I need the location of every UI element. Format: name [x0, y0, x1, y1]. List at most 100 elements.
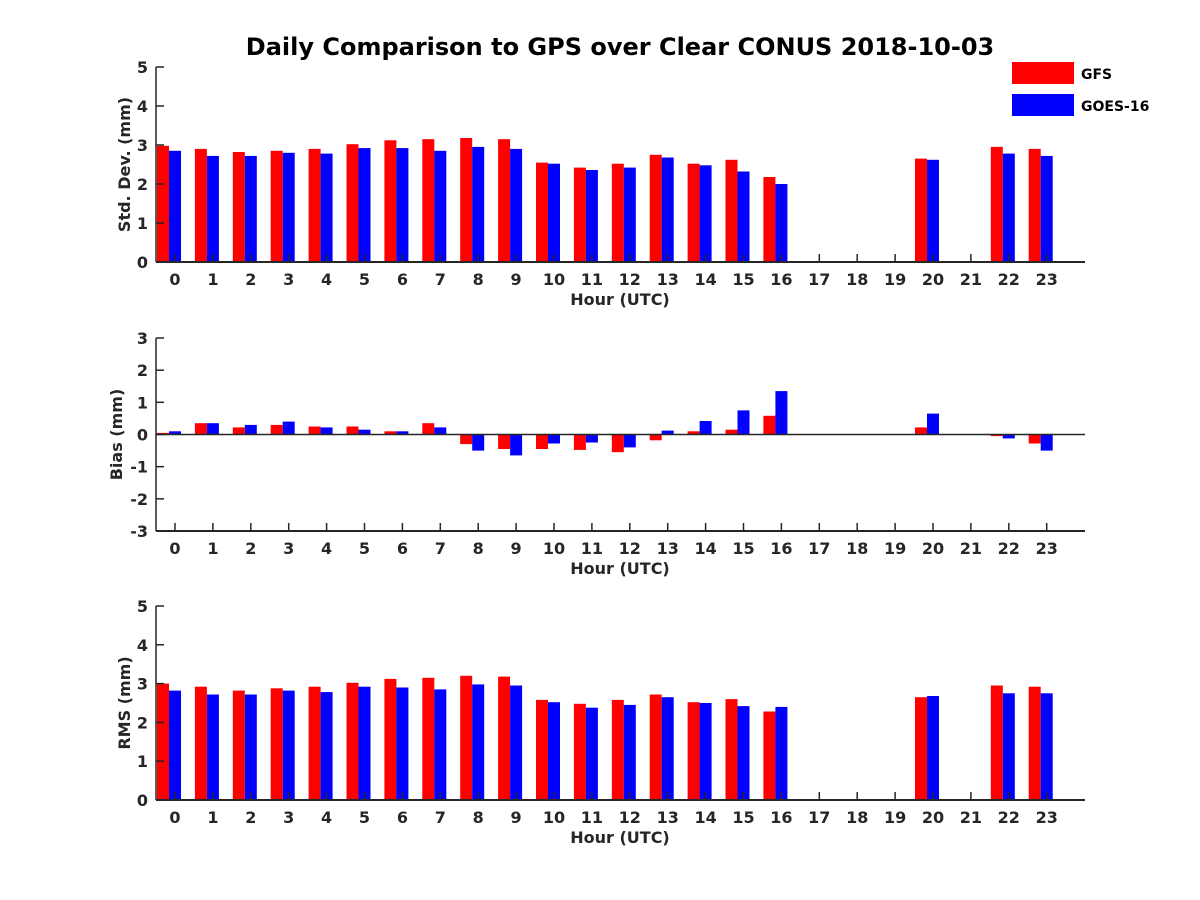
x-tick-label-panel0: 7	[435, 270, 446, 289]
x-tick-label-panel0: 8	[473, 270, 484, 289]
x-tick-label-panel1: 0	[169, 539, 180, 558]
x-tick-label-panel2: 3	[283, 808, 294, 827]
bar-gfs-panel0-hour-10	[536, 162, 548, 262]
bar-goes16-panel1-hour-22	[1002, 434, 1015, 439]
bar-goes16-panel1-hour-23	[1040, 434, 1053, 451]
bar-gfs-panel0-hour-2	[232, 152, 245, 262]
bar-gfs-panel2-hour-11	[573, 703, 586, 800]
y-tick-label-panel2: 1	[137, 752, 148, 771]
x-tick-label-panel1: 9	[511, 539, 522, 558]
x-tick-label-panel2: 16	[770, 808, 792, 827]
x-tick-label-panel1: 15	[732, 539, 754, 558]
y-axis-label-panel1: Bias (mm)	[107, 389, 126, 481]
x-tick-label-panel2: 4	[321, 808, 332, 827]
y-axis-label-panel0: Std. Dev. (mm)	[115, 97, 134, 232]
bar-gfs-panel1-hour-10	[536, 434, 548, 449]
bar-gfs-panel1-hour-1	[194, 423, 207, 435]
bar-goes16-panel0-hour-0	[169, 150, 181, 262]
bar-gfs-panel2-hour-9	[498, 676, 511, 800]
x-tick-label-panel0: 19	[884, 270, 906, 289]
bar-goes16-panel1-hour-8	[472, 434, 485, 451]
bar-gfs-panel0-hour-9	[498, 139, 511, 262]
x-tick-label-panel2: 1	[207, 808, 218, 827]
x-tick-label-panel1: 6	[397, 539, 408, 558]
bar-goes16-panel2-hour-6	[396, 687, 409, 800]
bar-gfs-panel1-hour-2	[232, 427, 245, 435]
x-tick-label-panel0: 3	[283, 270, 294, 289]
bar-gfs-panel1-hour-0	[157, 432, 169, 435]
bar-gfs-panel0-hour-13	[649, 154, 662, 263]
x-tick-label-panel2: 8	[473, 808, 484, 827]
x-tick-label-panel1: 18	[846, 539, 868, 558]
bar-goes16-panel1-hour-20	[927, 413, 939, 435]
x-tick-label-panel0: 21	[960, 270, 982, 289]
legend-label-gfs: GFS	[1081, 67, 1112, 83]
bar-goes16-panel1-hour-12	[623, 434, 636, 448]
bar-goes16-panel0-hour-22	[1002, 153, 1015, 262]
bar-gfs-panel2-hour-14	[687, 702, 700, 800]
bar-gfs-panel0-hour-11	[573, 167, 586, 262]
x-tick-label-panel0: 1	[207, 270, 218, 289]
bar-gfs-panel1-hour-9	[498, 434, 511, 449]
y-tick-label-panel0: 4	[137, 97, 148, 116]
bar-gfs-panel2-hour-2	[232, 690, 245, 800]
x-tick-label-panel2: 22	[998, 808, 1020, 827]
x-tick-label-panel2: 5	[359, 808, 370, 827]
bar-goes16-panel2-hour-8	[472, 684, 485, 800]
x-tick-label-panel0: 4	[321, 270, 332, 289]
bar-gfs-panel0-hour-14	[687, 163, 700, 262]
y-tick-label-panel0: 5	[137, 58, 148, 77]
x-tick-label-panel0: 13	[657, 270, 679, 289]
x-axis-label-panel0: Hour (UTC)	[570, 290, 670, 309]
bar-goes16-panel1-hour-11	[585, 434, 598, 443]
bar-gfs-panel0-hour-6	[384, 140, 397, 262]
bar-goes16-panel0-hour-9	[510, 148, 523, 262]
bar-goes16-panel0-hour-20	[927, 159, 939, 262]
x-tick-label-panel1: 4	[321, 539, 332, 558]
bar-gfs-panel1-hour-3	[270, 424, 283, 435]
bar-gfs-panel1-hour-8	[460, 434, 473, 445]
bar-goes16-panel0-hour-8	[472, 146, 485, 262]
bar-goes16-panel2-hour-0	[169, 690, 181, 800]
bar-goes16-panel2-hour-9	[510, 685, 523, 800]
bar-goes16-panel2-hour-23	[1040, 693, 1053, 800]
x-tick-label-panel0: 22	[998, 270, 1020, 289]
bar-gfs-panel2-hour-3	[270, 688, 283, 800]
x-tick-label-panel2: 21	[960, 808, 982, 827]
bar-goes16-panel2-hour-22	[1002, 693, 1015, 800]
bar-gfs-panel2-hour-13	[649, 694, 662, 800]
x-tick-label-panel2: 15	[732, 808, 754, 827]
x-tick-label-panel1: 13	[657, 539, 679, 558]
bar-gfs-panel2-hour-23	[1028, 686, 1041, 800]
x-tick-label-panel0: 6	[397, 270, 408, 289]
bar-gfs-panel2-hour-15	[725, 699, 738, 800]
bar-gfs-panel2-hour-20	[915, 697, 927, 800]
x-tick-label-panel2: 11	[581, 808, 603, 827]
bar-gfs-panel1-hour-23	[1028, 434, 1041, 444]
x-tick-label-panel0: 15	[732, 270, 754, 289]
bar-goes16-panel1-hour-9	[510, 434, 523, 456]
bar-goes16-panel0-hour-11	[585, 170, 598, 262]
bar-goes16-panel2-hour-12	[623, 704, 636, 800]
bar-goes16-panel2-hour-13	[661, 697, 674, 800]
x-tick-label-panel1: 1	[207, 539, 218, 558]
bar-gfs-panel1-hour-11	[573, 434, 586, 450]
bar-goes16-panel1-hour-15	[737, 410, 750, 435]
y-tick-label-panel2: 2	[137, 713, 148, 732]
bar-gfs-panel0-hour-3	[270, 150, 283, 262]
bar-goes16-panel1-hour-10	[548, 434, 560, 444]
x-tick-label-panel0: 11	[581, 270, 603, 289]
bar-gfs-panel2-hour-7	[422, 677, 435, 800]
x-tick-label-panel1: 20	[922, 539, 944, 558]
y-tick-label-panel0: 0	[137, 253, 148, 272]
y-tick-label-panel1: 3	[137, 329, 148, 348]
bar-goes16-panel0-hour-7	[434, 150, 447, 262]
x-tick-label-panel2: 20	[922, 808, 944, 827]
bar-goes16-panel2-hour-4	[320, 692, 333, 800]
y-tick-label-panel2: 4	[137, 636, 148, 655]
bar-goes16-panel0-hour-1	[206, 155, 219, 262]
x-tick-label-panel0: 16	[770, 270, 792, 289]
legend-swatch-goes16	[1012, 94, 1074, 116]
